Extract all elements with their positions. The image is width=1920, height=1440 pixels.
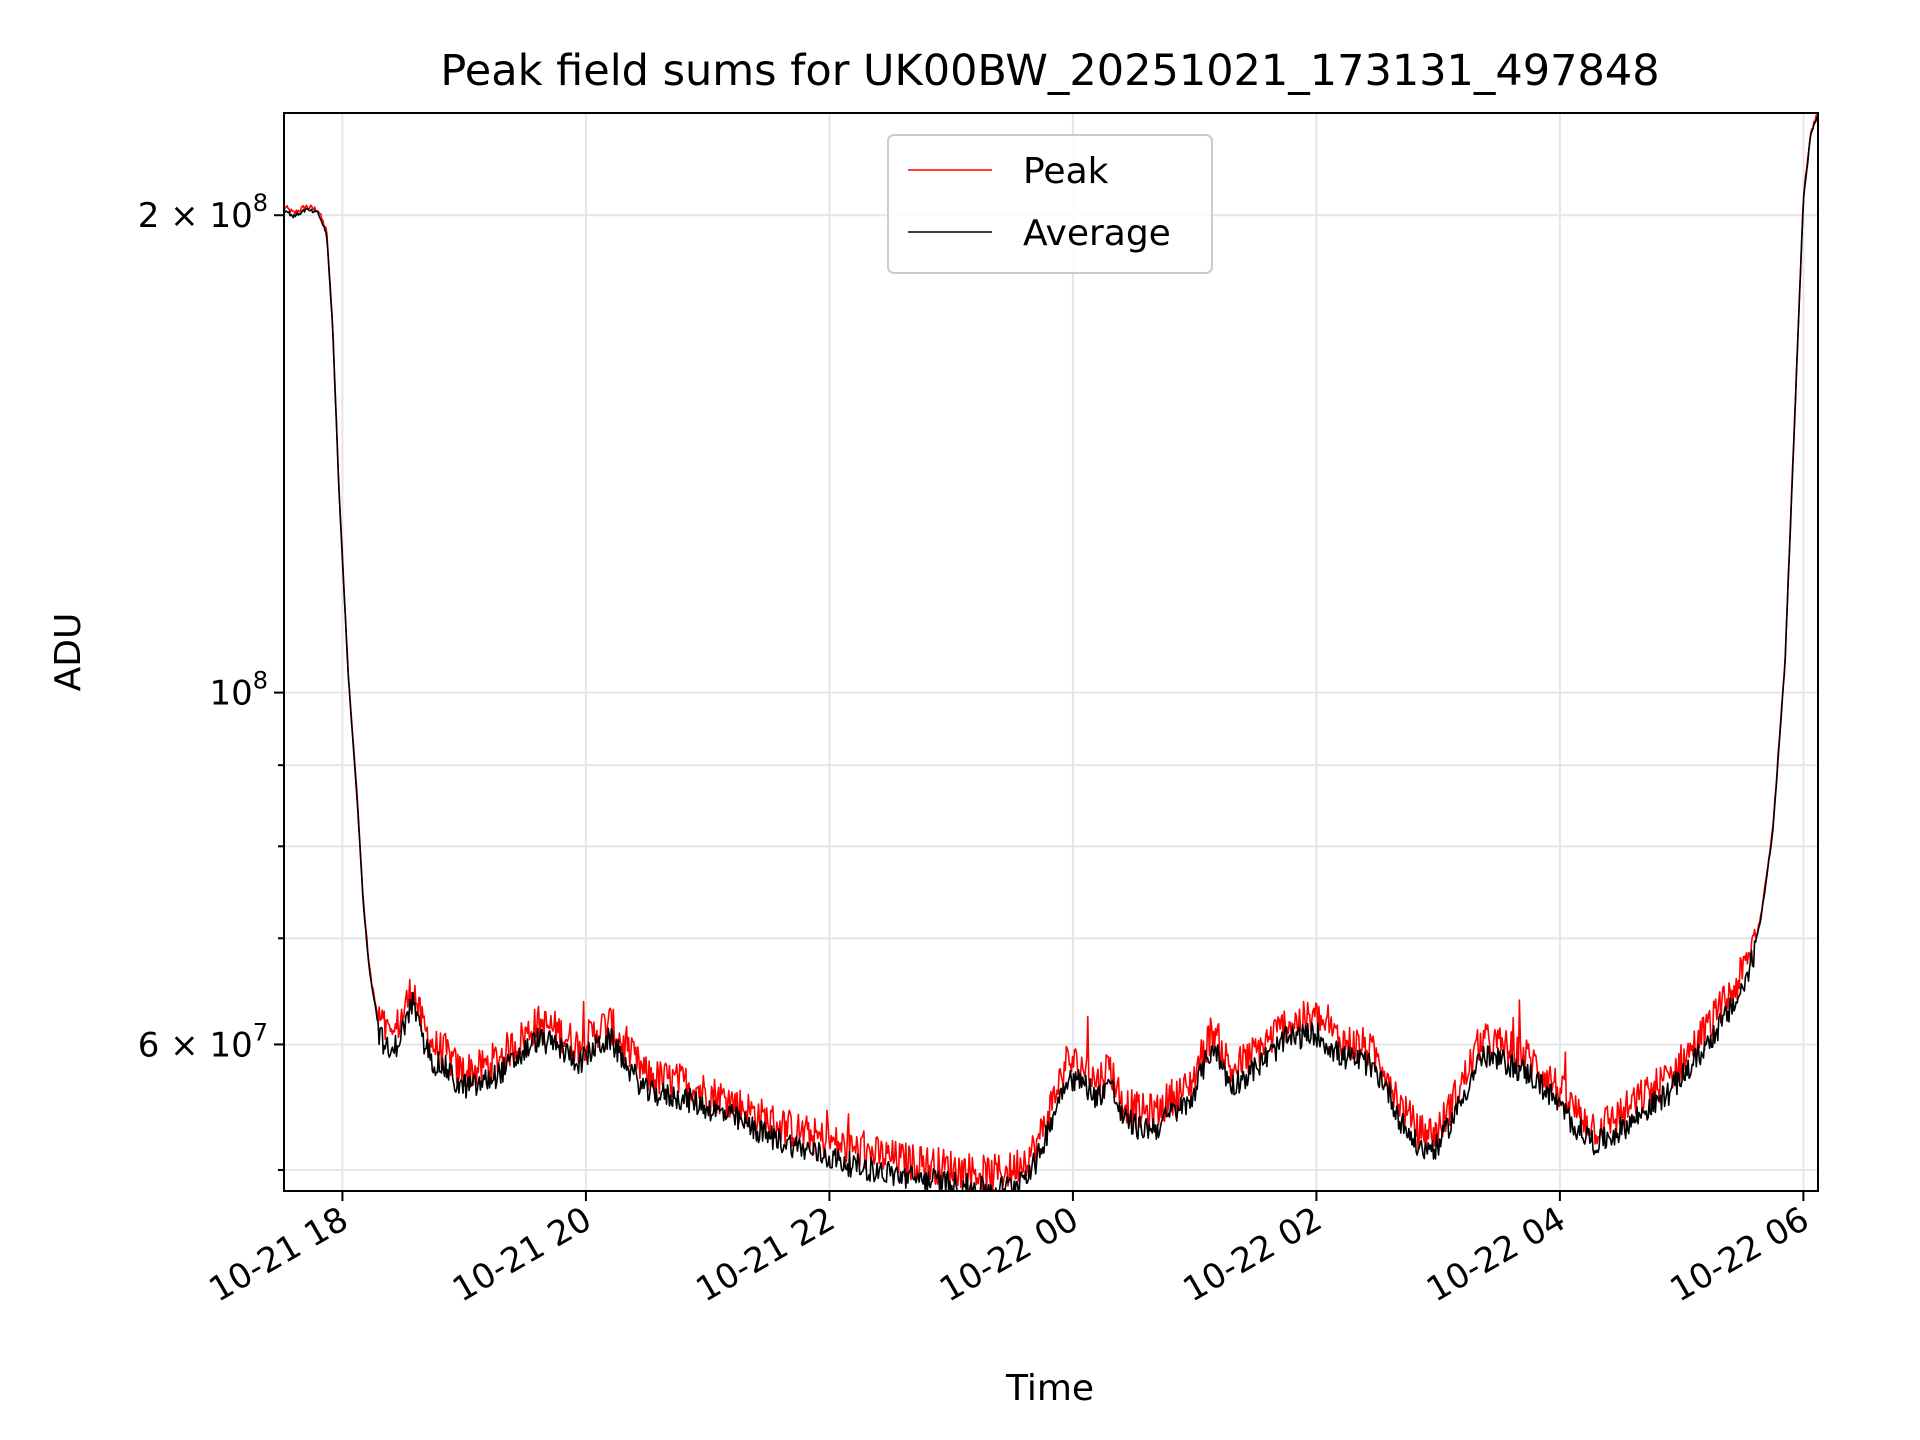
y-tick-label-base: 10 bbox=[209, 674, 252, 714]
chart-title: Peak field sums for UK00BW_20251021_1731… bbox=[440, 46, 1659, 96]
y-tick-label-exponent: 8 bbox=[253, 667, 268, 695]
legend-label-average: Average bbox=[1023, 213, 1171, 254]
y-axis-label: ADU bbox=[48, 613, 89, 692]
legend: Peak Average bbox=[887, 134, 1213, 274]
x-axis-label: Time bbox=[1005, 1368, 1094, 1409]
grid-lines bbox=[284, 113, 1818, 1191]
y-tick-label-base: 6 × 10 bbox=[138, 1025, 253, 1065]
y-tick-label-exponent: 7 bbox=[253, 1018, 268, 1046]
y-tick-label: 6 × 107 bbox=[138, 1018, 268, 1065]
y-tick-label: 2 × 108 bbox=[138, 189, 268, 236]
series-line-average bbox=[284, 115, 1818, 1191]
plot-frame bbox=[283, 112, 1819, 1192]
y-tick-label: 108 bbox=[209, 667, 268, 714]
y-tick-label-exponent: 8 bbox=[253, 189, 268, 217]
y-tick-label-base: 2 × 10 bbox=[138, 196, 253, 236]
legend-label-peak: Peak bbox=[1023, 151, 1109, 192]
